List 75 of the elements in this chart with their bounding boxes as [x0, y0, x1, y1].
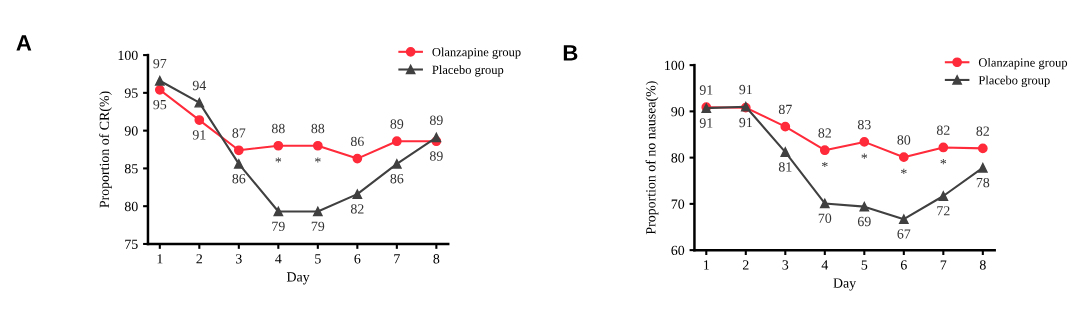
x-tick-label: 1 — [704, 260, 709, 270]
x-tick-label: 8 — [979, 260, 986, 270]
x-tick-label: 1 — [157, 254, 163, 264]
data-label: 79 — [311, 221, 325, 231]
data-label: 89 — [429, 115, 443, 125]
annotation: * — [275, 157, 282, 163]
data-label: 70 — [818, 213, 832, 223]
x-tick-label: 7 — [394, 254, 400, 264]
legend-label: Olanzapine group — [432, 47, 521, 59]
legend-label: Placebo group — [432, 65, 504, 77]
annotation: * — [315, 157, 321, 163]
data-label: 83 — [857, 119, 871, 130]
data-label: 89 — [390, 119, 404, 129]
data-label: 88 — [271, 123, 285, 134]
x-tick-label: 6 — [354, 254, 361, 264]
data-label: 86 — [390, 174, 404, 184]
chart-title: A — [16, 35, 32, 51]
y-tick-label: 90 — [124, 126, 138, 136]
x-tick-label: 3 — [782, 260, 789, 270]
data-label: 82 — [976, 126, 990, 136]
y-tick-label: 80 — [671, 153, 685, 163]
y-axis-title: Proportion of no nausea(%) — [645, 81, 659, 235]
data-label: 67 — [897, 229, 911, 239]
data-label: 91 — [739, 84, 752, 95]
data-label: 95 — [153, 100, 167, 110]
x-tick-label: 3 — [236, 254, 242, 264]
data-label: 86 — [232, 174, 246, 184]
y-tick-label: 90 — [671, 106, 685, 117]
data-label: 72 — [937, 206, 950, 216]
data-label: 79 — [272, 221, 285, 231]
x-tick-label: 6 — [900, 260, 907, 270]
data-label: 87 — [778, 104, 792, 115]
y-tick-label: 80 — [124, 201, 138, 212]
y-tick-label: 75 — [125, 239, 138, 249]
x-tick-label: 4 — [821, 260, 829, 270]
y-tick-label: 85 — [124, 164, 138, 174]
data-label: 89 — [429, 151, 443, 161]
y-tick-label: 100 — [665, 60, 685, 71]
data-label: 97 — [153, 58, 167, 69]
data-label: 91 — [192, 130, 206, 140]
y-axis-title: Proportion of CR(%) — [99, 91, 112, 208]
annotation: * — [940, 159, 947, 165]
x-tick-label: 4 — [275, 254, 282, 264]
x-tick-label: 2 — [196, 254, 203, 264]
x-tick-label: 8 — [433, 254, 440, 264]
data-label: 78 — [976, 177, 990, 188]
y-tick-label: 60 — [671, 245, 685, 256]
data-label: 86 — [350, 136, 364, 147]
x-tick-label: 5 — [315, 254, 321, 264]
annotation: * — [822, 161, 828, 167]
data-label: 82 — [818, 128, 831, 138]
x-axis-title: Day — [286, 272, 310, 285]
data-label: 69 — [857, 216, 871, 227]
y-tick-label: 70 — [671, 199, 685, 209]
data-label: 94 — [192, 80, 207, 91]
data-label: 80 — [897, 135, 911, 145]
x-tick-label: 7 — [940, 260, 947, 270]
x-tick-label: 2 — [742, 260, 749, 270]
data-label: 91 — [699, 85, 713, 95]
data-label: 91 — [739, 117, 752, 128]
data-label: 82 — [936, 125, 950, 135]
data-label: 81 — [778, 162, 792, 172]
data-label: 88 — [311, 123, 325, 134]
annotation: * — [901, 168, 907, 174]
data-label: 87 — [232, 128, 246, 138]
y-tick-label: 100 — [118, 50, 138, 61]
legend-label: Placebo group — [978, 75, 1050, 88]
legend-label: Olanzapine group — [978, 57, 1068, 70]
x-tick-label: 5 — [861, 260, 868, 270]
y-tick-label: 95 — [124, 88, 138, 98]
chart-title: B — [563, 45, 578, 61]
annotation: * — [861, 153, 868, 159]
data-label: 82 — [350, 204, 364, 214]
x-axis-title: Day — [833, 278, 857, 291]
data-label: 91 — [699, 118, 713, 128]
